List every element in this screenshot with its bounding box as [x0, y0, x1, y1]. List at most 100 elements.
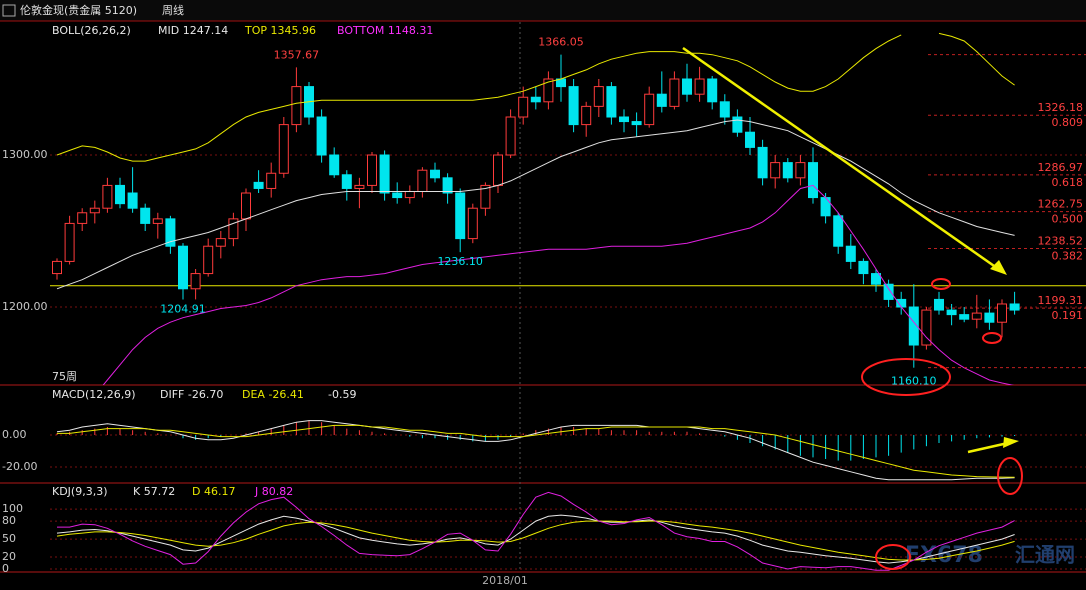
y-axis: 1300.00 1200.00 [2, 148, 48, 313]
candle-body [278, 124, 289, 174]
candle-body [480, 184, 491, 209]
trend-arrow [967, 441, 1009, 454]
candle-body [455, 192, 466, 240]
candle-body [656, 93, 667, 107]
candle-body [858, 260, 869, 275]
indicator-line [57, 491, 1015, 571]
candle-body [946, 309, 957, 316]
arrow-head [990, 260, 1007, 275]
candle-body [102, 184, 113, 209]
candle-body [77, 212, 88, 224]
drawings [682, 46, 1023, 570]
candle-body [493, 154, 503, 186]
candle-body [52, 260, 62, 275]
candle-body [833, 215, 844, 247]
indicator-line [56, 119, 1015, 290]
fib-ratio: 0.191 [1052, 309, 1084, 322]
top-bar [0, 0, 1086, 21]
arrow-head [1003, 437, 1019, 448]
fib-price: 1262.75 [1038, 198, 1084, 211]
candle-body [379, 154, 390, 194]
indicator-label: DIFF -26.70 [160, 388, 223, 401]
panel [50, 420, 1086, 481]
candle-body [795, 162, 806, 179]
candle-body [984, 312, 995, 323]
candle-body [745, 131, 755, 148]
indicator-line [57, 424, 1015, 478]
candle-body [215, 238, 226, 247]
candle-body [770, 162, 781, 179]
highlight-ellipse [982, 332, 1002, 344]
candle-body [921, 309, 932, 346]
fib-price: 1238.52 [1038, 234, 1084, 247]
candle-body [430, 169, 440, 179]
candle-body [329, 154, 340, 176]
candle-body [934, 298, 944, 311]
candle-body [115, 184, 125, 205]
candle-body [719, 101, 730, 118]
candle-body [241, 192, 251, 220]
candle-body [593, 86, 604, 107]
candle-body [808, 162, 818, 199]
indicator-line [102, 184, 1015, 385]
candle-body [127, 192, 138, 209]
candle-body [997, 303, 1007, 323]
candle-body [908, 306, 919, 346]
candle-body [442, 177, 453, 194]
candle-body [757, 146, 768, 179]
candle-body [971, 312, 982, 320]
indicator-label: MACD(12,26,9) [52, 388, 136, 401]
candle-body [568, 86, 579, 126]
candle-body [266, 172, 277, 189]
y-tick-label: 50 [2, 532, 16, 545]
period-label: 75周 [52, 370, 77, 383]
indicator-label: TOP 1345.96 [244, 24, 316, 37]
candle-body [291, 86, 302, 126]
candle-body [518, 96, 529, 118]
candle-body [581, 105, 592, 126]
candle-body [619, 116, 629, 123]
y-tick-label: 1300.00 [2, 148, 48, 161]
indicator-label: BOLL(26,26,2) [52, 24, 131, 37]
y-tick-label: 80 [2, 514, 16, 527]
trend-arrow [682, 46, 998, 270]
candle-body [165, 218, 176, 247]
fib-price: 1286.97 [1038, 161, 1084, 174]
candle-body [694, 78, 705, 95]
panel [50, 32, 1086, 385]
y-tick-label: 1200.00 [2, 300, 48, 313]
fib-ratio: 0.382 [1052, 249, 1084, 262]
menu-icon[interactable] [2, 4, 16, 17]
candle-body [530, 96, 541, 103]
indicator-label: KDJ(9,3,3) [52, 485, 108, 498]
candle-body [64, 222, 75, 262]
candle-body [392, 192, 403, 199]
y-axis: 0.00 -20.00 [2, 428, 37, 473]
y-tick-label: 100 [2, 502, 23, 515]
candle-body [316, 116, 327, 156]
indicator-line [56, 32, 1015, 162]
candle-body [190, 273, 201, 290]
indicator-line [56, 514, 1015, 564]
candle-body [644, 93, 655, 126]
fib-price: 1326.18 [1038, 101, 1084, 114]
indicator-label: D 46.17 [192, 485, 235, 498]
candle-body [959, 314, 970, 320]
highlight-ellipse [861, 358, 951, 396]
indicator-label: K 57.72 [133, 485, 175, 498]
candle-body [367, 154, 377, 186]
indicator-label: MID 1247.14 [158, 24, 228, 37]
period[interactable]: 周线 [162, 3, 184, 17]
candle-body [203, 245, 214, 275]
candle-body [467, 207, 478, 240]
candle-body [845, 245, 856, 262]
highlight-ellipse [875, 544, 911, 570]
instrument-title: 伦敦金现(贵金属 5120) [20, 3, 137, 17]
candle-body [228, 218, 239, 240]
indicator-line [56, 420, 1015, 481]
panel [50, 491, 1086, 571]
candle-body [820, 197, 831, 217]
candle-body [140, 207, 151, 224]
